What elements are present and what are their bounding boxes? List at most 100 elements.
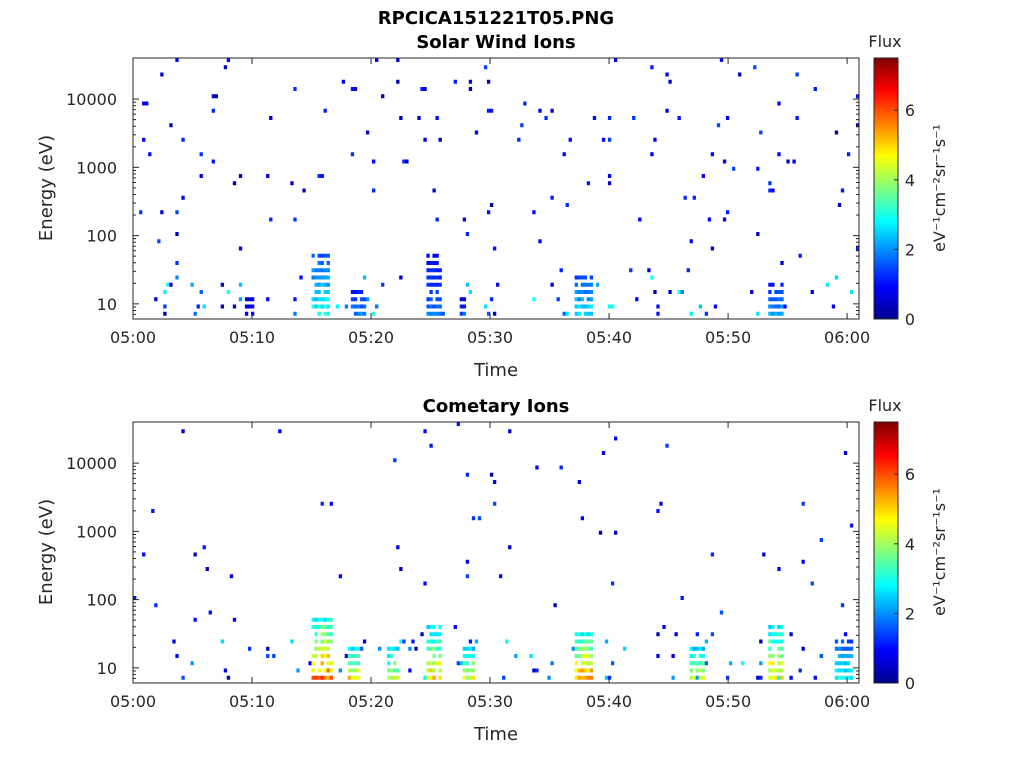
spectrogram-cell [329,617,333,622]
spectrogram-cell [435,217,439,222]
spectrogram-cell [722,217,727,222]
spectrogram-cell [659,501,663,506]
spectrogram-cell [565,203,569,207]
spectrogram-cell [632,116,636,120]
spectrogram-cell [846,668,851,673]
spectrogram-cell [317,668,321,673]
figure-title: RPCICA151221T05.PNG [378,8,614,29]
spectrogram-cell [483,304,488,309]
spectrogram-cell [840,646,845,651]
spectrogram-cell [329,632,333,637]
spectrogram-cell [323,675,327,680]
spectrogram-cell [589,282,594,287]
spectrogram-cell [278,429,282,434]
spectrogram-cell [825,282,830,287]
spectrogram-cell [777,625,781,629]
spectrogram-cell [338,574,343,579]
spectrogram-cell [583,675,588,680]
spectrogram-cell [432,311,436,316]
spectrogram-cell [523,101,527,106]
spectrogram-cell [453,625,457,629]
spectrogram-cell [314,304,318,309]
spectrogram-cell [514,654,518,658]
spectrogram-cell [538,108,542,113]
spectrogram-cell [774,632,778,637]
spectrogram-cell [780,675,784,680]
spectrogram-cell [574,661,578,666]
spectrogram-cell [462,661,467,666]
spectrogram-cell [771,632,775,637]
spectrogram-cell [719,610,724,615]
spectrogram-cell [707,217,712,222]
spectrogram-cell [381,94,385,99]
spectrogram-cell [426,646,430,651]
spectrogram-cell [429,625,433,629]
spectrogram-cell [574,297,578,302]
spectrogram-cell [686,268,690,273]
spectrogram-cell [244,311,249,316]
spectrogram-cell [317,625,321,629]
spectrogram-cell [577,654,581,658]
plot-frame [132,421,860,684]
spectrogram-cell [544,116,548,120]
spectrogram-cell [849,668,854,673]
spectrogram-cell [586,668,591,673]
spectrogram-cell [435,304,439,309]
spectrogram-cell [613,530,618,535]
spectrogram-cell [347,661,352,666]
spectrogram-cell [432,675,436,680]
spectrogram-cell [837,654,842,658]
spectrogram-cell [163,304,167,309]
spectrogram-cell [396,79,400,84]
spectrogram-cell [468,646,473,651]
spectrogram-cell [795,116,799,120]
spectrogram-cell [269,217,273,222]
spectrogram-cell [393,646,397,651]
spectrogram-cell [223,65,228,70]
spectrogram-cell [459,661,464,666]
spectrogram-cell [846,639,851,644]
spectrogram-cell [583,290,588,294]
spectrogram-cell [698,654,702,658]
spectrogram-cell [698,646,702,651]
spectrogram-cell [492,501,497,506]
spectrogram-cell [423,137,427,142]
spectrogram-cell [347,668,352,673]
spectrogram-cell [459,311,464,316]
spectrogram-cell [326,617,330,622]
spectrogram-cell [317,268,321,273]
spectrogram-cell [701,675,706,680]
spectrogram-cell [550,282,554,287]
spectrogram-cell [780,646,784,651]
spectrogram-cell [677,116,681,120]
x-tick-label: 05:40 [586,328,632,347]
plot-background [133,58,859,319]
spectrogram-cell [756,311,760,316]
spectrogram-cell [607,675,612,680]
spectrogram-cell [175,261,179,265]
spectrogram-cell [601,451,606,455]
spectrogram-cell [771,639,775,644]
spectrogram-cell [701,646,706,651]
spectrogram-cell [154,297,158,302]
spectrogram-cell [326,282,330,287]
spectrogram-cell [610,304,615,309]
spectrogram-cell [423,87,427,91]
spectrogram-cell [768,188,772,193]
spectrogram-cell [650,152,654,157]
spectrogram-cell [350,654,355,658]
spectrogram-cell [562,152,566,157]
spectrogram-cell [834,130,839,135]
spectrogram-cell [468,668,473,673]
spectrogram-cell [432,639,436,644]
spectrogram-cell [668,79,672,84]
spectrogram-cell [780,304,784,309]
spectrogram-cell [199,290,203,294]
spectrogram-cell [768,654,772,658]
spectrogram-cell [353,87,358,91]
panel-solar-wind-ions: Solar Wind Ions 05:00 05:10 05:20 05:30 05:4… [36,32,949,381]
spectrogram-cell [771,668,775,673]
spectrogram-cell [768,311,772,316]
spectrogram-cell [656,632,660,637]
spectrogram-cell [163,311,167,316]
